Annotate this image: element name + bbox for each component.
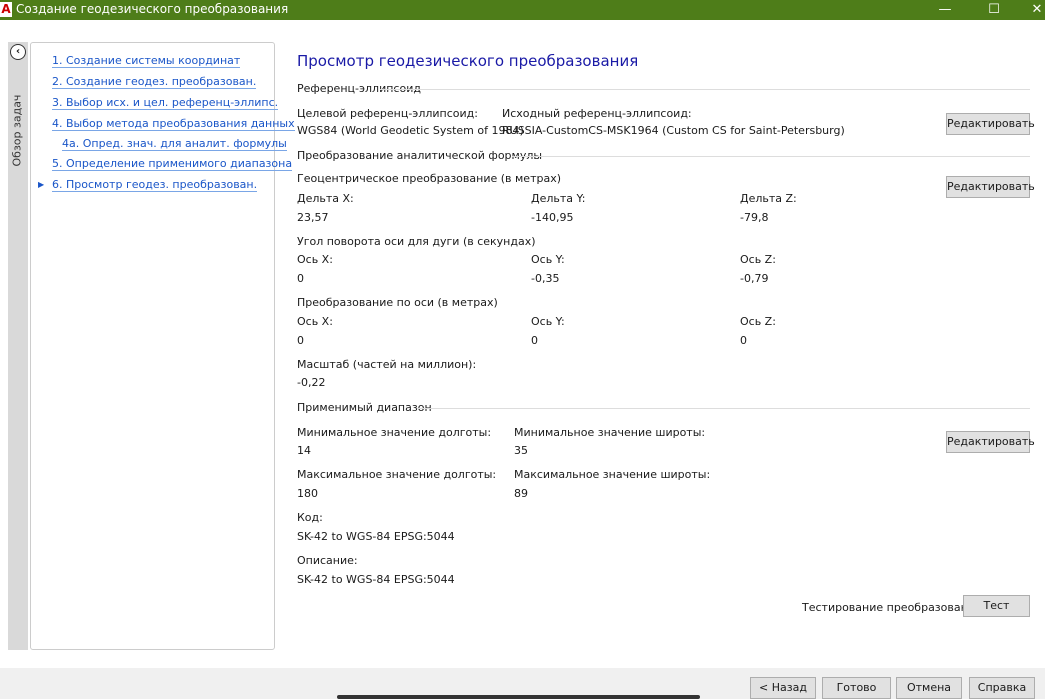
nav-step-5[interactable]: 5. Определение применимого диапазона [52, 157, 293, 171]
edit-ellipsoid-button[interactable]: Редактировать [946, 113, 1035, 135]
app-icon: A [0, 2, 12, 17]
edit-range-button[interactable]: Редактировать [946, 431, 1035, 453]
minimize-button[interactable]: — [938, 2, 952, 17]
task-overview-strip [8, 42, 28, 650]
scale-value: -0,22 [297, 376, 326, 389]
ellipsoid-section-title: Референц-эллипсоид [297, 82, 421, 95]
nav-step-2[interactable]: 2. Создание геодез. преобразован. [52, 75, 257, 89]
rot-x-value: 0 [297, 272, 304, 285]
nav-step-1[interactable]: 1. Создание системы координат [52, 54, 241, 68]
page-title: Просмотр геодезического преобразования [297, 52, 639, 70]
description-value: SK-42 to WGS-84 EPSG:5044 [297, 573, 455, 586]
delta-x-label: Дельта X: [297, 192, 354, 205]
task-nav-panel [30, 42, 275, 650]
finish-button[interactable]: Готово [822, 677, 891, 699]
code-label: Код: [297, 511, 323, 524]
rot-z-value: -0,79 [740, 272, 769, 285]
geocentric-label: Геоцентрическое преобразование (в метрах… [297, 172, 561, 185]
horizontal-scrollbar[interactable] [337, 695, 700, 699]
delta-y-value: -140,95 [531, 211, 574, 224]
nav-step-4a[interactable]: 4a. Опред. знач. для аналит. формулы [62, 137, 287, 151]
rot-y-label: Ось Y: [531, 253, 565, 266]
nav-step-3[interactable]: 3. Выбор исх. и цел. референц-эллипс. [52, 96, 279, 110]
delta-z-value: -79,8 [740, 211, 769, 224]
min-lat-label: Минимальное значение широты: [514, 426, 706, 439]
source-ellipsoid-value: RUSSIA-CustomCS-MSK1964 (Custom CS for S… [502, 124, 845, 137]
title-bar: A Создание геодезического преобразования… [0, 0, 1045, 20]
help-button[interactable]: Справка [969, 677, 1035, 699]
test-button[interactable]: Тест [963, 595, 1030, 617]
rotation-label: Угол поворота оси для дуги (в секундах) [297, 235, 536, 248]
maximize-button[interactable]: ☐ [988, 2, 1000, 17]
max-lon-value: 180 [297, 487, 318, 500]
trans-y-label: Ось Y: [531, 315, 565, 328]
description-label: Описание: [297, 554, 358, 567]
back-button[interactable]: < Назад [750, 677, 816, 699]
delta-x-value: 23,57 [297, 211, 329, 224]
code-value: SK-42 to WGS-84 EPSG:5044 [297, 530, 455, 543]
divider [380, 89, 1030, 90]
rot-z-label: Ось Z: [740, 253, 776, 266]
collapse-panel-icon[interactable]: ‹ [10, 44, 26, 60]
test-transformation-label: Тестирование преобразования [802, 601, 982, 614]
max-lon-label: Максимальное значение долготы: [297, 468, 497, 481]
max-lat-value: 89 [514, 487, 528, 500]
edit-formula-button[interactable]: Редактировать [946, 176, 1035, 198]
max-lat-label: Максимальное значение широты: [514, 468, 711, 481]
min-lon-label: Минимальное значение долготы: [297, 426, 492, 439]
divider [512, 156, 1030, 157]
nav-step-6[interactable]: 6. Просмотр геодез. преобразован. [52, 178, 258, 192]
rot-x-label: Ось X: [297, 253, 333, 266]
source-ellipsoid-label: Исходный референц-эллипсоид: [502, 107, 692, 120]
delta-y-label: Дельта Y: [531, 192, 586, 205]
cancel-button[interactable]: Отмена [896, 677, 962, 699]
target-ellipsoid-value: WGS84 (World Geodetic System of 1984) [297, 124, 524, 137]
trans-z-value: 0 [740, 334, 747, 347]
current-step-marker-icon: ▶ [38, 180, 45, 189]
min-lat-value: 35 [514, 444, 528, 457]
scale-label: Масштаб (частей на миллион): [297, 358, 477, 371]
translation-label: Преобразование по оси (в метрах) [297, 296, 498, 309]
trans-z-label: Ось Z: [740, 315, 776, 328]
formula-section-title: Преобразование аналитической формулы [297, 149, 543, 162]
trans-x-value: 0 [297, 334, 304, 347]
close-button[interactable]: ✕ [1031, 2, 1043, 17]
range-section-title: Применимый диапазон [297, 401, 432, 414]
min-lon-value: 14 [297, 444, 311, 457]
delta-z-label: Дельта Z: [740, 192, 797, 205]
rot-y-value: -0,35 [531, 272, 560, 285]
trans-y-value: 0 [531, 334, 538, 347]
task-overview-label: Обзор задач [10, 94, 24, 167]
divider [417, 408, 1030, 409]
window-title: Создание геодезического преобразования [16, 2, 289, 16]
target-ellipsoid-label: Целевой референц-эллипсоид: [297, 107, 478, 120]
nav-step-4[interactable]: 4. Выбор метода преобразования данных [52, 117, 295, 131]
trans-x-label: Ось X: [297, 315, 333, 328]
